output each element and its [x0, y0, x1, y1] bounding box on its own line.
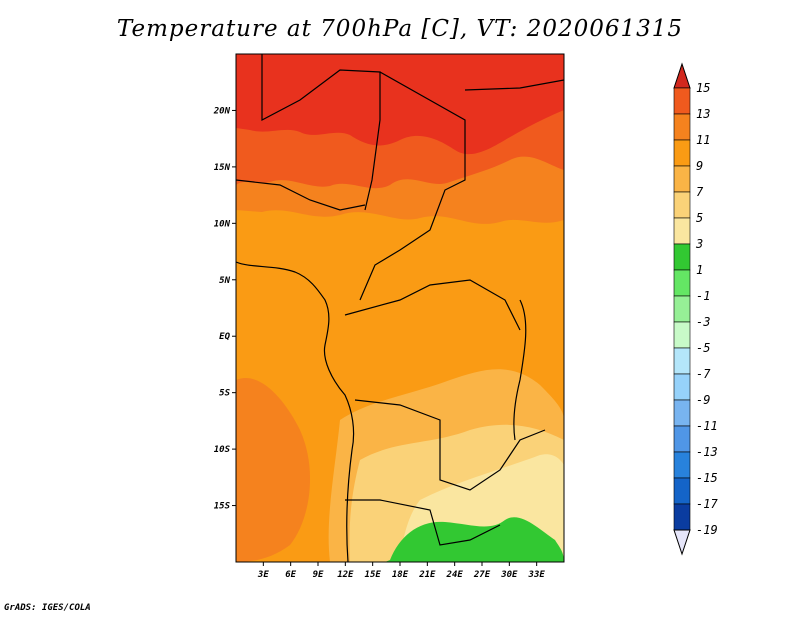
colorbar-label: -15 [696, 471, 718, 485]
colorbar-segment [673, 165, 691, 193]
lon-tick-label: 12E [337, 570, 354, 580]
colorbar-label: 13 [696, 107, 710, 121]
colorbar-segment [673, 217, 691, 245]
lon-tick-label: 24E [446, 570, 464, 580]
colorbar-segment [673, 425, 691, 453]
colorbar-segment [673, 243, 691, 271]
lon-tick-label: 33E [528, 570, 546, 580]
colorbar-segment [673, 451, 691, 479]
colorbar-segment [673, 399, 691, 427]
border-central [344, 279, 521, 331]
border-north-3 [464, 79, 564, 91]
field-1-3 [385, 517, 564, 562]
borders [236, 54, 564, 562]
lon-tick-label: 3E [257, 570, 269, 580]
colorbar-segment [673, 269, 691, 297]
lon-tick-label: 27E [473, 570, 491, 580]
border-north-1 [261, 54, 381, 211]
lon-tick-label: 21E [418, 570, 436, 580]
colorbar-label: -19 [696, 523, 718, 537]
colorbar-segment [673, 139, 691, 167]
latitude-axis: 20N 15N 10N 5N EQ 5S 10S 15S [213, 106, 236, 512]
colorbar-label: 5 [696, 211, 703, 225]
rift-lakes [513, 299, 527, 441]
border-north-2 [359, 71, 466, 301]
colorbar-label: -9 [696, 393, 710, 407]
colorbar: 15 13 11 9 7 5 3 1 -1 -3 -5 -7 -9 -11 -13 -15 -17 -19 [673, 62, 718, 556]
lat-tick-label: 15S [214, 502, 231, 512]
colorbar-label: -7 [696, 367, 711, 381]
border-sahel [236, 179, 366, 211]
lat-tick-label: EQ [219, 332, 230, 342]
temperature-field [236, 54, 564, 562]
colorbar-label: 9 [696, 159, 703, 173]
lon-tick-label: 18E [392, 570, 409, 580]
lat-tick-label: 10S [214, 445, 231, 455]
colorbar-label: 11 [696, 133, 710, 147]
colorbar-segment [673, 113, 691, 141]
colorbar-top-arrow [673, 62, 691, 89]
colorbar-segment [673, 347, 691, 375]
lat-tick-label: 5S [219, 389, 230, 399]
field-above-15 [236, 54, 564, 155]
colorbar-label: 1 [696, 263, 703, 277]
border-far-south [345, 499, 501, 546]
longitude-axis: 3E 6E 9E 12E 15E 18E 21E 24E 27E 30E 33E [257, 562, 545, 580]
lat-tick-label: 20N [213, 106, 231, 116]
lon-tick-label: 15E [365, 570, 382, 580]
coastline-west [236, 261, 355, 562]
lat-tick-label: 15N [214, 163, 231, 173]
chart-title: Temperature at 700hPa [C], VT: 202006131… [116, 16, 684, 42]
colorbar-segment [673, 373, 691, 401]
lon-tick-label: 30E [500, 570, 518, 580]
colorbar-segment [673, 295, 691, 323]
lon-tick-label: 9E [313, 570, 324, 580]
colorbar-label: 3 [695, 237, 703, 251]
lat-tick-label: 5N [219, 276, 230, 286]
colorbar-label: 15 [696, 81, 710, 95]
lon-tick-label: 6E [285, 570, 296, 580]
colorbar-label: 7 [696, 185, 704, 199]
colorbar-segment [673, 503, 691, 531]
colorbar-label: -17 [696, 497, 718, 511]
colorbar-segment [673, 321, 691, 349]
colorbar-segment [673, 87, 691, 115]
colorbar-label: -5 [696, 341, 710, 355]
grads-credit: GrADS: IGES/COLA [4, 603, 91, 613]
colorbar-bottom-arrow [673, 529, 691, 556]
colorbar-segment [673, 477, 691, 505]
colorbar-label: -3 [696, 315, 710, 329]
colorbar-label: -11 [696, 419, 718, 433]
border-south [354, 399, 546, 491]
colorbar-segment [673, 191, 691, 219]
colorbar-label: -1 [696, 289, 710, 303]
field-sw-11-13 [236, 378, 311, 562]
colorbar-label: -13 [696, 445, 718, 459]
lat-tick-label: 10N [214, 219, 231, 229]
